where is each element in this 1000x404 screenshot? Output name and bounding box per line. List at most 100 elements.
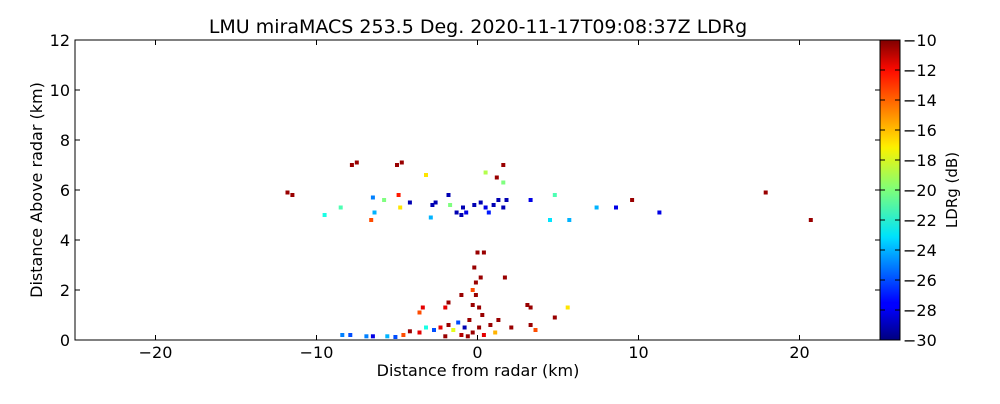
x-tick-label: 20: [789, 343, 809, 362]
y-tick-label: 2: [60, 281, 70, 300]
ldr-pixel: [470, 288, 475, 292]
ldr-pixel: [594, 205, 599, 210]
y-tick-label: 6: [60, 181, 70, 200]
ldr-pixel: [567, 218, 572, 222]
ldr-pixel: [290, 193, 295, 197]
ldr-pixel: [420, 305, 425, 310]
x-axis: −20 −10 0 10 20: [139, 40, 810, 362]
ldr-pixel: [454, 210, 459, 215]
ldr-pixel: [525, 303, 530, 307]
ldr-pixel: [433, 200, 438, 205]
ldr-pixel: [473, 280, 478, 285]
ldr-pixel: [808, 218, 813, 222]
x-tick-label: 0: [472, 343, 482, 362]
ldr-pixel: [477, 305, 482, 310]
ldr-pixel: [465, 334, 470, 339]
ldr-pixel: [396, 193, 401, 197]
y-tick-label: 12: [50, 31, 70, 50]
ldr-pixel: [407, 329, 412, 334]
colorbar-tick-label: −26: [903, 271, 937, 290]
ldr-pixel: [461, 205, 465, 210]
ldr-pixel: [496, 318, 501, 322]
colorbar-tick-label: −14: [903, 91, 937, 110]
plot-marks: [285, 160, 813, 339]
ldr-pixel: [417, 310, 422, 315]
ldr-pixel: [565, 305, 570, 310]
ldr-pixel: [501, 163, 506, 167]
ldr-pixel: [509, 325, 514, 330]
ldr-pixel: [548, 218, 552, 222]
y-axis-label: Distance Above radar (km): [27, 82, 46, 298]
x-tick-label: −20: [139, 343, 173, 362]
ldr-pixel: [483, 170, 488, 175]
ldr-pixel: [369, 218, 374, 222]
ldr-pixel: [486, 210, 491, 215]
ldr-pixel: [467, 318, 472, 322]
ldr-pixel: [630, 198, 635, 202]
x-axis-label: Distance from radar (km): [377, 361, 580, 380]
ldr-pixel: [614, 205, 618, 210]
ldr-pixel: [470, 330, 475, 335]
ldr-pixel: [481, 250, 486, 255]
ldr-pixel: [285, 190, 290, 195]
ldr-pixel: [501, 205, 506, 210]
ldr-pixel: [459, 333, 464, 337]
ldr-pixel: [424, 325, 428, 330]
ldr-pixel: [478, 200, 483, 205]
ldr-pixel: [349, 163, 354, 167]
ldr-pixel: [430, 203, 435, 207]
ldr-pixel: [496, 198, 501, 202]
colorbar-tick-label: −24: [903, 241, 937, 260]
y-tick-label: 10: [50, 81, 70, 100]
colorbar-tick-label: −16: [903, 121, 937, 140]
ldr-pixel: [473, 293, 478, 297]
ldr-pixel: [395, 163, 399, 167]
colorbar-tick-label: −20: [903, 181, 937, 200]
ldr-pixel: [763, 190, 768, 195]
ldr-pixel: [443, 334, 448, 339]
colorbar-label: LDRg (dB): [943, 152, 961, 228]
ldr-pixel: [448, 203, 453, 207]
ldr-pixel: [464, 210, 469, 215]
ldr-pixel: [459, 293, 464, 297]
ldr-pixel: [443, 305, 448, 310]
ldr-pixel: [372, 210, 377, 215]
ldr-pixel: [533, 328, 538, 332]
ldr-pixel: [475, 250, 480, 255]
colorbar-tick-label: −10: [903, 31, 937, 50]
ldr-pixel: [472, 203, 477, 207]
ldr-pixel: [528, 305, 533, 310]
ldr-pixel: [491, 203, 496, 207]
ldr-pixel: [428, 215, 433, 220]
ldr-pixel: [483, 205, 488, 210]
ldr-pixel: [370, 334, 375, 339]
ldr-pixel: [399, 160, 404, 165]
ldr-pixel: [552, 315, 557, 320]
ldr-pixel: [407, 200, 412, 205]
ldr-pixel: [364, 334, 369, 339]
y-tick-label: 8: [60, 131, 70, 150]
ldr-pixel: [451, 328, 456, 332]
ldr-pixel: [348, 333, 353, 337]
ldr-pixel: [385, 334, 390, 339]
ldr-pixel: [472, 265, 477, 270]
ldr-pixel: [340, 333, 345, 337]
ldr-pixel: [481, 333, 486, 337]
ldr-pixel: [493, 330, 498, 335]
ldr-pixel: [322, 213, 327, 217]
ldr-pixel: [456, 320, 461, 325]
ldr-pixel: [478, 275, 483, 280]
ldr-pixel: [398, 205, 403, 210]
y-tick-label: 0: [60, 331, 70, 350]
colorbar-tick-label: −18: [903, 151, 937, 170]
ldr-pixel: [446, 300, 451, 305]
chart-title: LMU miraMACS 253.5 Deg. 2020-11-17T09:08…: [209, 16, 747, 38]
ldr-pixel: [424, 173, 428, 177]
colorbar-tick-label: −30: [903, 331, 937, 350]
y-axis: 0 2 4 6 8 10 12: [50, 31, 880, 350]
ldr-pixel: [494, 175, 499, 180]
ldr-pixel: [477, 325, 482, 330]
ldr-pixel: [459, 213, 464, 217]
ldr-pixel: [462, 325, 467, 330]
